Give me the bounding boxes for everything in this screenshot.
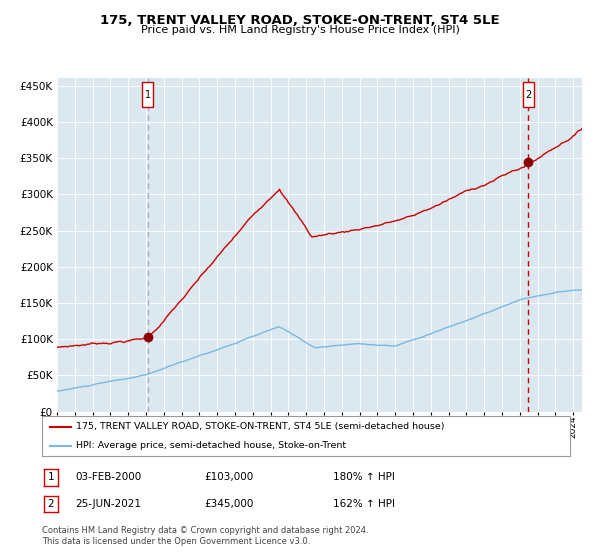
Text: 180% ↑ HPI: 180% ↑ HPI	[333, 472, 395, 482]
Text: 175, TRENT VALLEY ROAD, STOKE-ON-TRENT, ST4 5LE (semi-detached house): 175, TRENT VALLEY ROAD, STOKE-ON-TRENT, …	[76, 422, 445, 431]
Text: £345,000: £345,000	[204, 499, 253, 509]
Text: Price paid vs. HM Land Registry's House Price Index (HPI): Price paid vs. HM Land Registry's House …	[140, 25, 460, 35]
Bar	[142, 82, 154, 107]
Text: 2: 2	[526, 90, 532, 100]
Text: 1: 1	[47, 472, 55, 482]
Text: Contains HM Land Registry data © Crown copyright and database right 2024.
This d: Contains HM Land Registry data © Crown c…	[42, 526, 368, 546]
Text: 25-JUN-2021: 25-JUN-2021	[75, 499, 141, 509]
Text: 03-FEB-2000: 03-FEB-2000	[75, 472, 141, 482]
Text: 175, TRENT VALLEY ROAD, STOKE-ON-TRENT, ST4 5LE: 175, TRENT VALLEY ROAD, STOKE-ON-TRENT, …	[100, 14, 500, 27]
Text: 162% ↑ HPI: 162% ↑ HPI	[333, 499, 395, 509]
Text: £103,000: £103,000	[204, 472, 253, 482]
Bar	[523, 82, 534, 107]
Text: HPI: Average price, semi-detached house, Stoke-on-Trent: HPI: Average price, semi-detached house,…	[76, 441, 346, 450]
Text: 2: 2	[47, 499, 55, 509]
Text: 1: 1	[145, 90, 151, 100]
